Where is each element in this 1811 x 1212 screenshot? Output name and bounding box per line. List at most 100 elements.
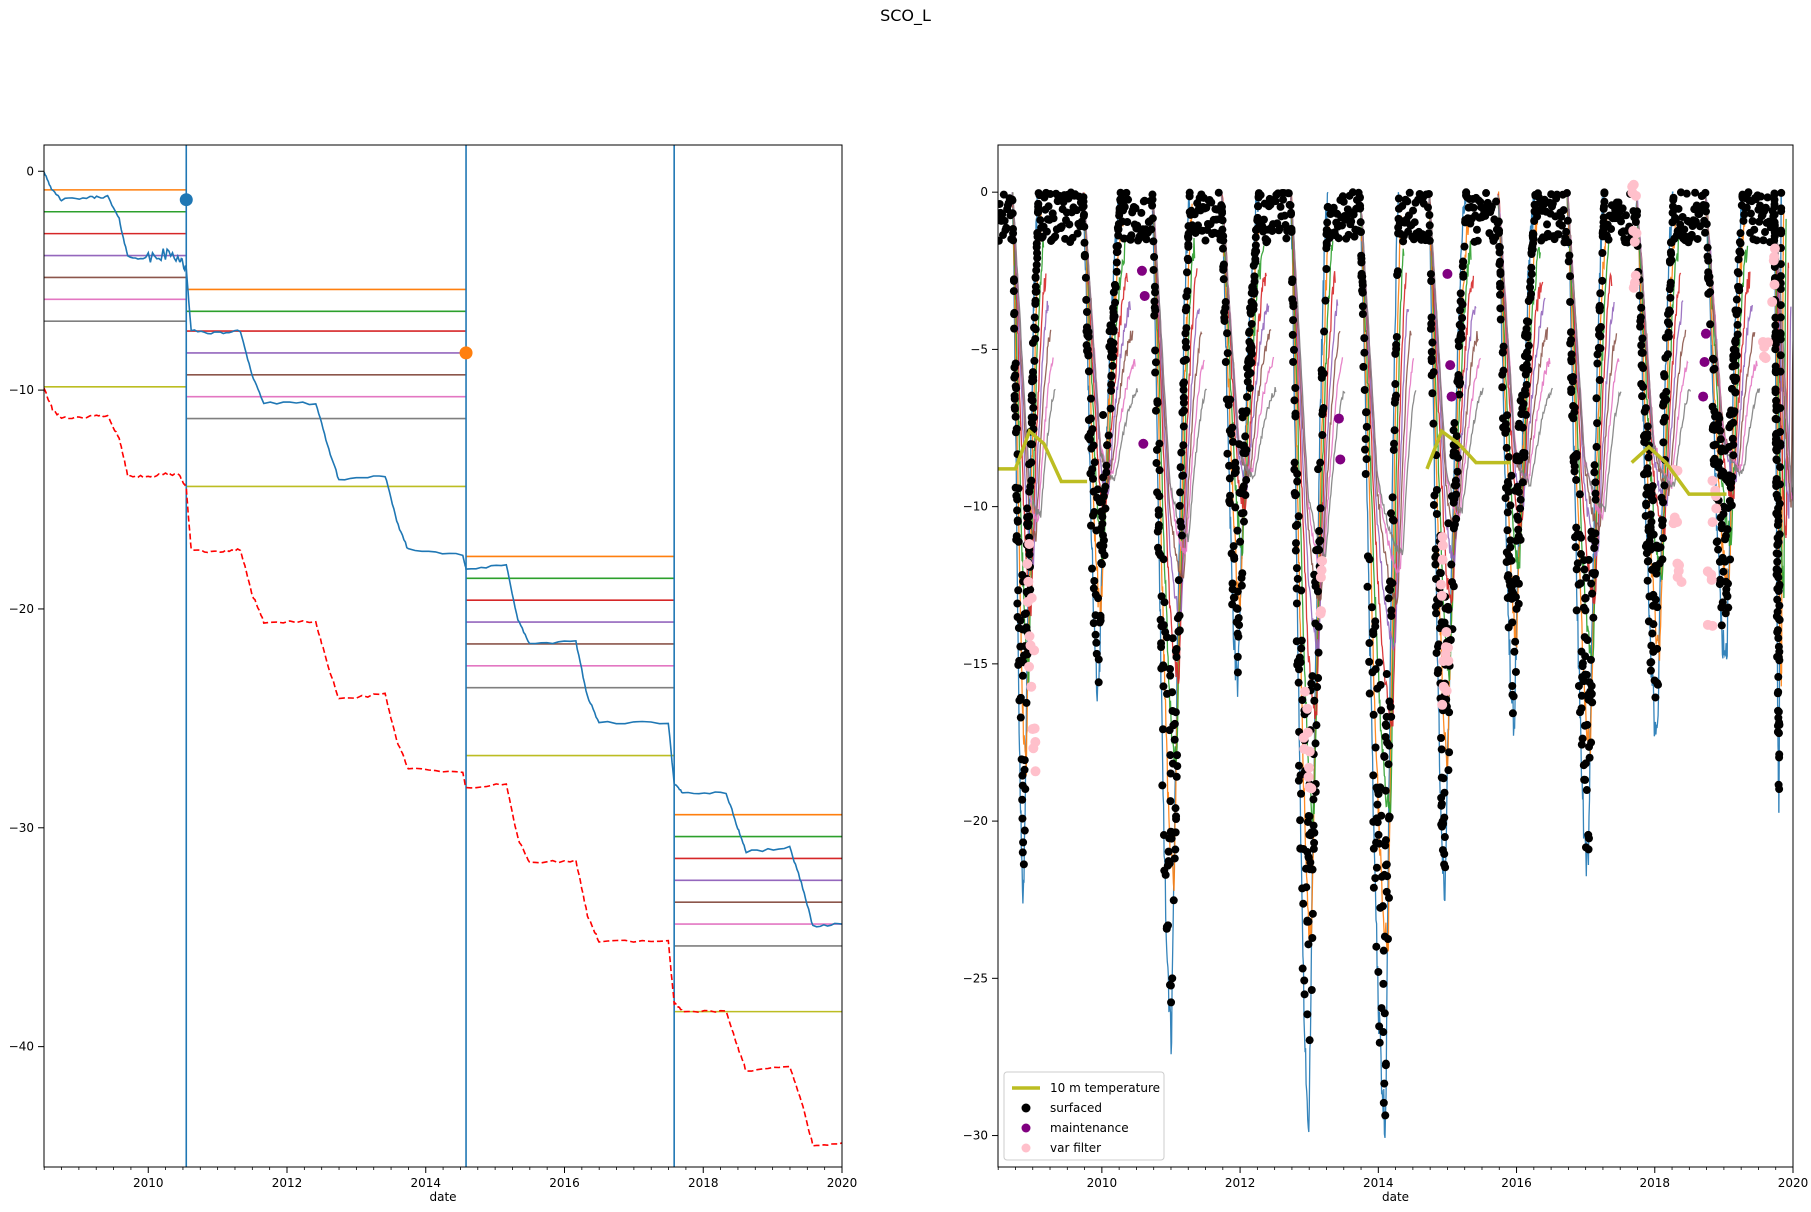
surfaced-point xyxy=(1291,409,1300,418)
surfaced-point xyxy=(1314,648,1323,657)
surfaced-point xyxy=(1150,282,1159,291)
surfaced-point xyxy=(1304,940,1313,949)
surfaced-point xyxy=(1513,482,1522,491)
surfaced-point xyxy=(1367,603,1376,612)
right-xtick-label-1: 2012 xyxy=(1225,1176,1256,1190)
surfaced-point xyxy=(1527,270,1536,279)
surfaced-point xyxy=(1526,277,1535,286)
surfaced-point xyxy=(1503,478,1512,487)
surfaced-point xyxy=(1428,338,1437,347)
surfaced-point xyxy=(1701,201,1710,210)
surfaced-point xyxy=(1319,404,1328,413)
surfaced-point xyxy=(1638,348,1647,357)
surfaced-point xyxy=(1507,594,1516,603)
surfaced-point xyxy=(1567,385,1576,394)
surfaced-point xyxy=(1773,584,1782,593)
surfaced-point xyxy=(1202,203,1211,212)
surfaced-point xyxy=(1088,474,1097,483)
surfaced-point xyxy=(1241,432,1250,441)
surfaced-point xyxy=(1029,376,1038,385)
surfaced-point xyxy=(1086,394,1095,403)
surfaced-point xyxy=(1173,751,1182,760)
var-filter-point xyxy=(1438,681,1449,692)
left-ytick-label-0: 0 xyxy=(26,164,34,178)
surfaced-point xyxy=(1554,230,1563,239)
surfaced-point xyxy=(1152,445,1161,454)
surfaced-point xyxy=(1441,863,1450,872)
surfaced-point xyxy=(1232,604,1241,613)
surfaced-point xyxy=(1587,690,1596,699)
surfaced-point xyxy=(1729,355,1738,364)
var-filter-point xyxy=(1030,766,1041,777)
surfaced-point xyxy=(1646,666,1655,675)
surfaced-point xyxy=(1082,327,1091,336)
surfaced-point xyxy=(1177,531,1186,540)
surfaced-point xyxy=(1524,341,1533,350)
surfaced-point xyxy=(1709,355,1718,364)
surfaced-point xyxy=(1447,560,1456,569)
surfaced-point xyxy=(1358,281,1367,290)
surfaced-point xyxy=(1316,536,1325,545)
surfaced-point xyxy=(1365,639,1374,648)
sensor-curve-gray-1 xyxy=(1082,193,1139,482)
surfaced-point xyxy=(1102,468,1111,477)
surfaced-point xyxy=(1104,431,1113,440)
surfaced-point xyxy=(1658,521,1667,530)
left-xtick-label-2: 2014 xyxy=(410,1176,441,1190)
surfaced-point xyxy=(1578,734,1587,743)
surfaced-point xyxy=(1511,637,1520,646)
surfaced-point xyxy=(1618,204,1627,213)
surfaced-point xyxy=(1290,465,1299,474)
surfaced-point xyxy=(1584,845,1593,854)
surfaced-point xyxy=(1773,652,1782,661)
surfaced-point xyxy=(1391,391,1400,400)
surfaced-point xyxy=(1179,385,1188,394)
surfaced-point xyxy=(1649,620,1658,629)
surfaced-point xyxy=(1646,510,1655,519)
surfaced-point xyxy=(1176,488,1185,497)
surfaced-point xyxy=(1498,414,1507,423)
surfaced-point xyxy=(1307,986,1316,995)
surfaced-point xyxy=(1438,822,1447,831)
surfaced-point xyxy=(1384,584,1393,593)
var-filter-point xyxy=(1029,723,1040,734)
surfaced-point xyxy=(1496,282,1505,291)
surfaced-point xyxy=(1649,590,1658,599)
sensor-curve-blue-4 xyxy=(1290,191,1329,1133)
surfaced-point xyxy=(1593,419,1602,428)
surfaced-point xyxy=(1580,775,1589,784)
surfaced-point xyxy=(1682,189,1691,198)
surfaced-point xyxy=(1592,442,1601,451)
surfaced-point xyxy=(1772,509,1781,518)
surfaced-point xyxy=(1437,745,1446,754)
surfaced-point xyxy=(1733,320,1742,329)
surfaced-point xyxy=(1109,346,1118,355)
surfaced-point xyxy=(1218,216,1227,225)
surfaced-point xyxy=(1031,287,1040,296)
surfaced-point xyxy=(1156,615,1165,624)
surfaced-point xyxy=(1382,670,1391,679)
var-filter-point xyxy=(1304,746,1315,757)
surfaced-point xyxy=(1569,402,1578,411)
surfaced-point xyxy=(1371,617,1380,626)
surfaced-point xyxy=(1511,667,1520,676)
surfaced-point xyxy=(1582,573,1591,582)
surfaced-point xyxy=(1310,696,1319,705)
surfaced-point xyxy=(1440,833,1449,842)
sensor-curve-purple-6 xyxy=(1428,192,1477,568)
surfaced-point xyxy=(1552,190,1561,199)
surfaced-point xyxy=(1002,223,1011,232)
surfaced-point xyxy=(1375,658,1384,667)
surfaced-point xyxy=(1775,615,1784,624)
surfaced-point xyxy=(1777,188,1786,197)
surfaced-point xyxy=(1308,865,1317,874)
surfaced-point xyxy=(1092,638,1101,647)
var-filter-point xyxy=(1707,620,1718,631)
right-xtick-label-3: 2016 xyxy=(1501,1176,1532,1190)
surfaced-point xyxy=(1444,766,1453,775)
left-xtick-label-5: 2020 xyxy=(827,1176,858,1190)
surfaced-point xyxy=(1735,238,1744,247)
surfaced-point xyxy=(1728,362,1737,371)
surfaced-point xyxy=(1358,288,1367,297)
